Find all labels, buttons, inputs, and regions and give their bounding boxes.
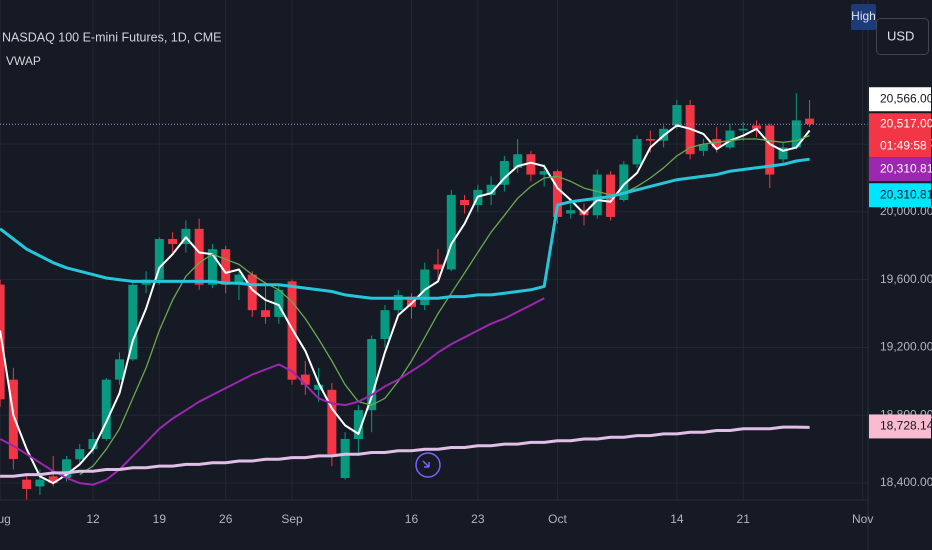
symbol-title: NASDAQ 100 E-mini Futures, 1D, CME — [2, 30, 222, 44]
candle-body — [8, 379, 18, 459]
high-button-label[interactable]: High — [851, 9, 876, 23]
candle-body — [791, 120, 801, 148]
candle-body — [168, 238, 178, 245]
candle-body — [632, 138, 642, 165]
candle-body — [274, 289, 284, 317]
candle-body — [154, 238, 164, 280]
price-label — [869, 157, 931, 182]
x-tick-label: 21 — [737, 512, 751, 526]
candle-body — [367, 338, 377, 411]
x-tick-label: Sep — [281, 512, 303, 526]
y-tick-label: 18,400.00 — [880, 475, 932, 489]
candle-body — [513, 154, 523, 168]
candle-body — [207, 249, 217, 285]
y-tick-label: 19,200.00 — [880, 340, 932, 354]
candle-body — [314, 384, 324, 390]
candle-body — [526, 154, 536, 175]
currency-button[interactable] — [876, 18, 929, 55]
candle-body — [725, 130, 735, 148]
x-tick-label: 19 — [153, 512, 167, 526]
event-icon[interactable] — [415, 452, 441, 478]
candle-body — [460, 200, 470, 206]
price-label — [869, 414, 931, 439]
price-label-text: 18,728.14 — [880, 419, 932, 433]
y-tick-label: 20,000.00 — [880, 204, 932, 218]
x-tick-label: Oct — [548, 512, 567, 526]
x-tick-label: 14 — [670, 512, 684, 526]
candle-body — [88, 438, 98, 450]
candle-body — [261, 310, 271, 317]
current-price-label — [869, 113, 931, 158]
candle-body — [406, 296, 416, 307]
candle-body — [619, 164, 629, 200]
candle-body — [61, 459, 71, 478]
candle-body — [48, 476, 58, 484]
price-label-text: 20,566.00 — [880, 91, 932, 105]
indicator-line — [0, 425, 810, 478]
price-label-text: 20,310.81 — [880, 161, 932, 175]
candle-body — [22, 479, 32, 489]
candle-body — [778, 147, 788, 160]
candle-body — [738, 128, 748, 131]
candle-body — [128, 284, 138, 360]
candle-body — [539, 171, 549, 175]
high-button[interactable] — [851, 4, 876, 30]
indicator-name: VWAP — [6, 54, 41, 68]
candle-body — [234, 274, 244, 285]
candle-body — [327, 389, 337, 455]
indicator-line — [0, 297, 545, 486]
candle-body — [35, 479, 45, 487]
candle-body — [101, 379, 111, 439]
candle-body — [393, 294, 403, 311]
candle-body — [765, 125, 775, 175]
candle-body — [75, 449, 85, 460]
candle-body — [247, 274, 257, 311]
indicator-line — [0, 124, 811, 485]
candle-body — [752, 125, 761, 129]
candle-body — [420, 269, 430, 306]
x-tick-label: 23 — [471, 512, 485, 526]
candle-body — [672, 105, 682, 126]
x-tick-label: Aug — [0, 512, 11, 526]
candle-body — [221, 249, 231, 285]
candle-body — [712, 138, 722, 148]
indicator-line — [0, 157, 810, 300]
candle-body — [552, 171, 562, 217]
y-tick-label: 19,600.00 — [880, 272, 932, 286]
candle-body — [698, 144, 708, 151]
candle-body — [380, 310, 390, 339]
price-labels: 20,517.00 01:49:58 20,566.00 20,310.81 20,31… — [869, 87, 932, 439]
candle-body — [566, 210, 576, 214]
price-label-text: 20,310.81 — [880, 187, 932, 201]
x-tick-label: 26 — [219, 512, 233, 526]
candle-body — [300, 374, 310, 385]
candle-body — [433, 264, 443, 270]
candle-body — [446, 194, 456, 270]
candle-body — [499, 161, 509, 185]
candle-body — [486, 184, 496, 195]
indicator-line — [79, 134, 810, 476]
x-tick-label: Nov — [852, 512, 873, 526]
candle-body — [194, 228, 204, 285]
price-label — [869, 87, 931, 112]
x-tick-label: 16 — [405, 512, 419, 526]
candle-body — [340, 438, 350, 478]
plot-area — [0, 93, 868, 500]
currency-label[interactable]: USD — [887, 28, 914, 43]
candle-body — [805, 118, 815, 125]
price-label — [869, 183, 931, 208]
current-price-text: 20,517.00 — [880, 116, 932, 130]
x-tick-label: 12 — [86, 512, 100, 526]
candle-body — [115, 359, 125, 380]
countdown-text: 01:49:58 — [880, 138, 927, 152]
candle-body — [645, 138, 655, 141]
candle-body — [592, 174, 602, 216]
candle-body — [353, 410, 363, 439]
